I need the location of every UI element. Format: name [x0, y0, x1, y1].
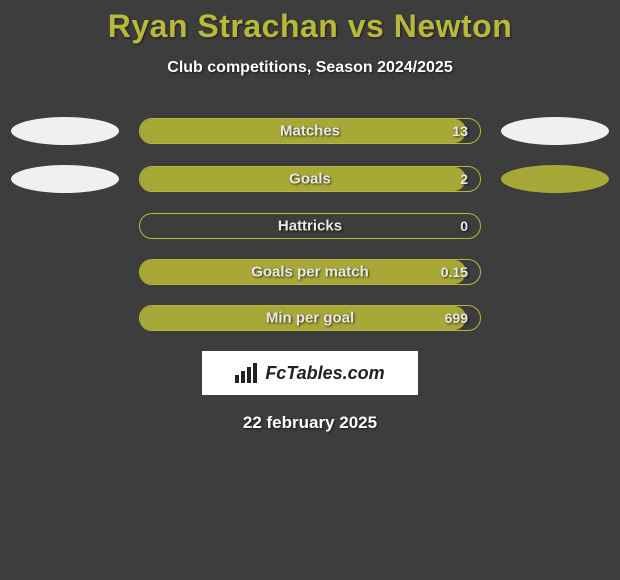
logo-text: FcTables.com — [265, 363, 384, 384]
stat-bar: Goals2 — [139, 166, 481, 192]
comparison-infographic: Ryan Strachan vs Newton Club competition… — [0, 0, 620, 433]
stat-row: Min per goal699 — [0, 305, 620, 331]
stat-value: 2 — [460, 171, 468, 187]
stat-row: Goals per match0.15 — [0, 259, 620, 285]
bar-chart-icon — [235, 363, 261, 383]
left-ellipse — [11, 165, 119, 193]
stat-value: 699 — [445, 310, 468, 326]
stat-value: 0.15 — [441, 264, 468, 280]
stat-bar: Hattricks0 — [139, 213, 481, 239]
date-text: 22 february 2025 — [0, 413, 620, 433]
stat-label: Matches — [140, 123, 480, 140]
right-ellipse — [501, 165, 609, 193]
stat-bar: Matches13 — [139, 118, 481, 144]
stat-bar: Min per goal699 — [139, 305, 481, 331]
right-ellipse — [501, 117, 609, 145]
page-title: Ryan Strachan vs Newton — [0, 8, 620, 45]
stat-bar: Goals per match0.15 — [139, 259, 481, 285]
stat-row: Matches13 — [0, 117, 620, 145]
stat-row: Goals2 — [0, 165, 620, 193]
stat-label: Hattricks — [140, 218, 480, 235]
stat-value: 13 — [452, 123, 468, 139]
stat-row: Hattricks0 — [0, 213, 620, 239]
stat-label: Goals — [140, 171, 480, 188]
logo-box: FcTables.com — [202, 351, 418, 395]
stat-value: 0 — [460, 218, 468, 234]
stats-list: Matches13 Goals2 Hattricks0 Goals per match… — [0, 117, 620, 331]
subtitle: Club competitions, Season 2024/2025 — [0, 59, 620, 77]
stat-label: Min per goal — [140, 310, 480, 327]
stat-label: Goals per match — [140, 264, 480, 281]
left-ellipse — [11, 117, 119, 145]
